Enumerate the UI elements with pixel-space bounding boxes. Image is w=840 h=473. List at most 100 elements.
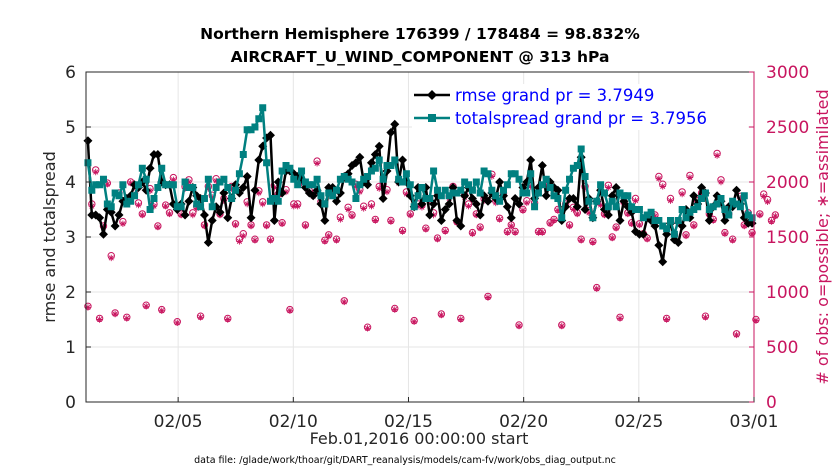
totalspread-point bbox=[511, 170, 519, 178]
obs-assimilated-point bbox=[185, 178, 193, 186]
obs-assimilated-point bbox=[585, 209, 593, 216]
obs-assimilated-point bbox=[643, 236, 651, 243]
obs-assimilated-point bbox=[488, 173, 496, 180]
rmse-point bbox=[580, 205, 590, 214]
totalspread-point bbox=[224, 184, 232, 191]
obs-assimilated-point bbox=[570, 206, 577, 213]
obs-assimilated-point bbox=[729, 237, 736, 244]
obs-assimilated-point bbox=[127, 179, 134, 187]
obs-assimilated-point bbox=[546, 220, 554, 227]
totalspread-point bbox=[655, 217, 663, 224]
totalspread-point bbox=[235, 170, 243, 178]
rmse-point bbox=[444, 199, 454, 209]
rmse-point bbox=[199, 210, 209, 220]
totalspread-point bbox=[200, 195, 208, 202]
totalspread-point bbox=[336, 175, 344, 183]
obs-assimilated-point bbox=[581, 185, 589, 192]
rmse-point bbox=[308, 191, 318, 201]
obs-assimilated-point bbox=[251, 237, 259, 244]
obs-assimilated-point bbox=[508, 222, 515, 230]
totalspread-point bbox=[488, 186, 496, 194]
totalspread-point bbox=[99, 175, 107, 183]
y-tick-label: 5 bbox=[65, 118, 76, 138]
totalspread-point bbox=[383, 162, 391, 169]
rmse-point bbox=[145, 163, 155, 173]
totalspread-point bbox=[309, 181, 317, 189]
totalspread-point bbox=[492, 192, 500, 200]
obs-assimilated-point bbox=[527, 183, 534, 190]
obs-assimilated-point bbox=[263, 222, 270, 230]
obs-assimilated-point bbox=[243, 200, 251, 208]
obs-assimilated-point bbox=[469, 230, 476, 237]
totalspread-point bbox=[721, 206, 729, 213]
obs-assimilated-point bbox=[197, 314, 204, 321]
totalspread-point bbox=[740, 192, 748, 200]
totalspread-point bbox=[255, 115, 263, 123]
totalspread-point bbox=[406, 181, 414, 189]
totalspread-point bbox=[134, 181, 142, 189]
totalspread-point bbox=[709, 203, 717, 211]
obs-assimilated-point bbox=[166, 210, 173, 218]
x-tick-label: 02/15 bbox=[384, 412, 433, 432]
totalspread-point bbox=[713, 200, 721, 208]
totalspread-point bbox=[220, 175, 228, 183]
totalspread-point bbox=[123, 200, 131, 208]
obs-assimilated-point bbox=[616, 315, 624, 322]
totalspread-point bbox=[635, 206, 643, 213]
chart-title-line-2: AIRCRAFT_U_WIND_COMPONENT @ 313 hPa bbox=[231, 48, 610, 66]
obs-assimilated-point bbox=[313, 160, 321, 167]
totalspread-point bbox=[294, 181, 302, 189]
totalspread-point bbox=[461, 178, 469, 186]
obs-assimilated-point bbox=[123, 315, 130, 322]
rmse-point bbox=[114, 210, 124, 220]
totalspread-point bbox=[263, 159, 271, 167]
obs-assimilated-point bbox=[612, 225, 620, 232]
y-tick-label: 6 bbox=[65, 63, 76, 83]
totalspread-point bbox=[177, 203, 185, 211]
totalspread-point bbox=[286, 164, 294, 172]
totalspread-point bbox=[138, 164, 146, 172]
totalspread-point bbox=[371, 164, 379, 172]
obs-assimilated-point bbox=[410, 318, 418, 325]
totalspread-point bbox=[313, 175, 321, 183]
totalspread-point bbox=[344, 175, 352, 183]
obs-assimilated-point bbox=[259, 200, 266, 208]
totalspread-point bbox=[573, 162, 581, 169]
totalspread-point bbox=[115, 192, 123, 200]
y-right-tick-label: 1500 bbox=[766, 228, 809, 248]
totalspread-point bbox=[325, 189, 333, 197]
totalspread-point bbox=[379, 175, 387, 183]
obs-assimilated-point bbox=[504, 229, 511, 236]
obs-assimilated-point bbox=[108, 254, 115, 262]
obs-assimilated-point bbox=[383, 188, 391, 196]
obs-assimilated-point bbox=[205, 185, 212, 192]
obs-assimilated-point bbox=[212, 177, 220, 185]
rmse-point bbox=[673, 238, 683, 247]
rmse-point bbox=[184, 196, 194, 206]
x-tick-label: 02/10 bbox=[269, 412, 318, 432]
totalspread-point bbox=[301, 178, 309, 186]
y-axis-left: 0 1 2 3 4 5 6 bbox=[65, 63, 91, 413]
rmse-point bbox=[351, 158, 361, 168]
totalspread-point bbox=[457, 186, 465, 194]
obs-assimilated-point bbox=[539, 229, 546, 236]
totalspread-point bbox=[367, 167, 375, 175]
totalspread-point bbox=[554, 195, 562, 202]
x-axis: 02/05 02/10 02/15 02/20 02/25 03/01 bbox=[154, 397, 779, 432]
rmse-point bbox=[572, 202, 582, 212]
totalspread-point bbox=[538, 181, 546, 189]
obs-assimilated-point bbox=[519, 207, 527, 214]
obs-assimilated-point bbox=[154, 223, 162, 231]
obs-assimilated-point bbox=[756, 211, 764, 219]
obs-assimilated-point bbox=[232, 221, 239, 229]
totalspread-point bbox=[185, 184, 193, 191]
totalspread-point bbox=[616, 189, 624, 197]
rmse-point bbox=[98, 229, 108, 239]
obs-assimilated-point bbox=[119, 220, 127, 227]
totalspread-point bbox=[208, 203, 216, 211]
totalspread-point bbox=[259, 104, 267, 112]
obs-assimilated-point bbox=[201, 222, 208, 230]
obs-assimilated-point bbox=[434, 236, 441, 243]
rmse-point bbox=[603, 210, 613, 220]
y-right-tick-label: 1000 bbox=[766, 283, 809, 303]
